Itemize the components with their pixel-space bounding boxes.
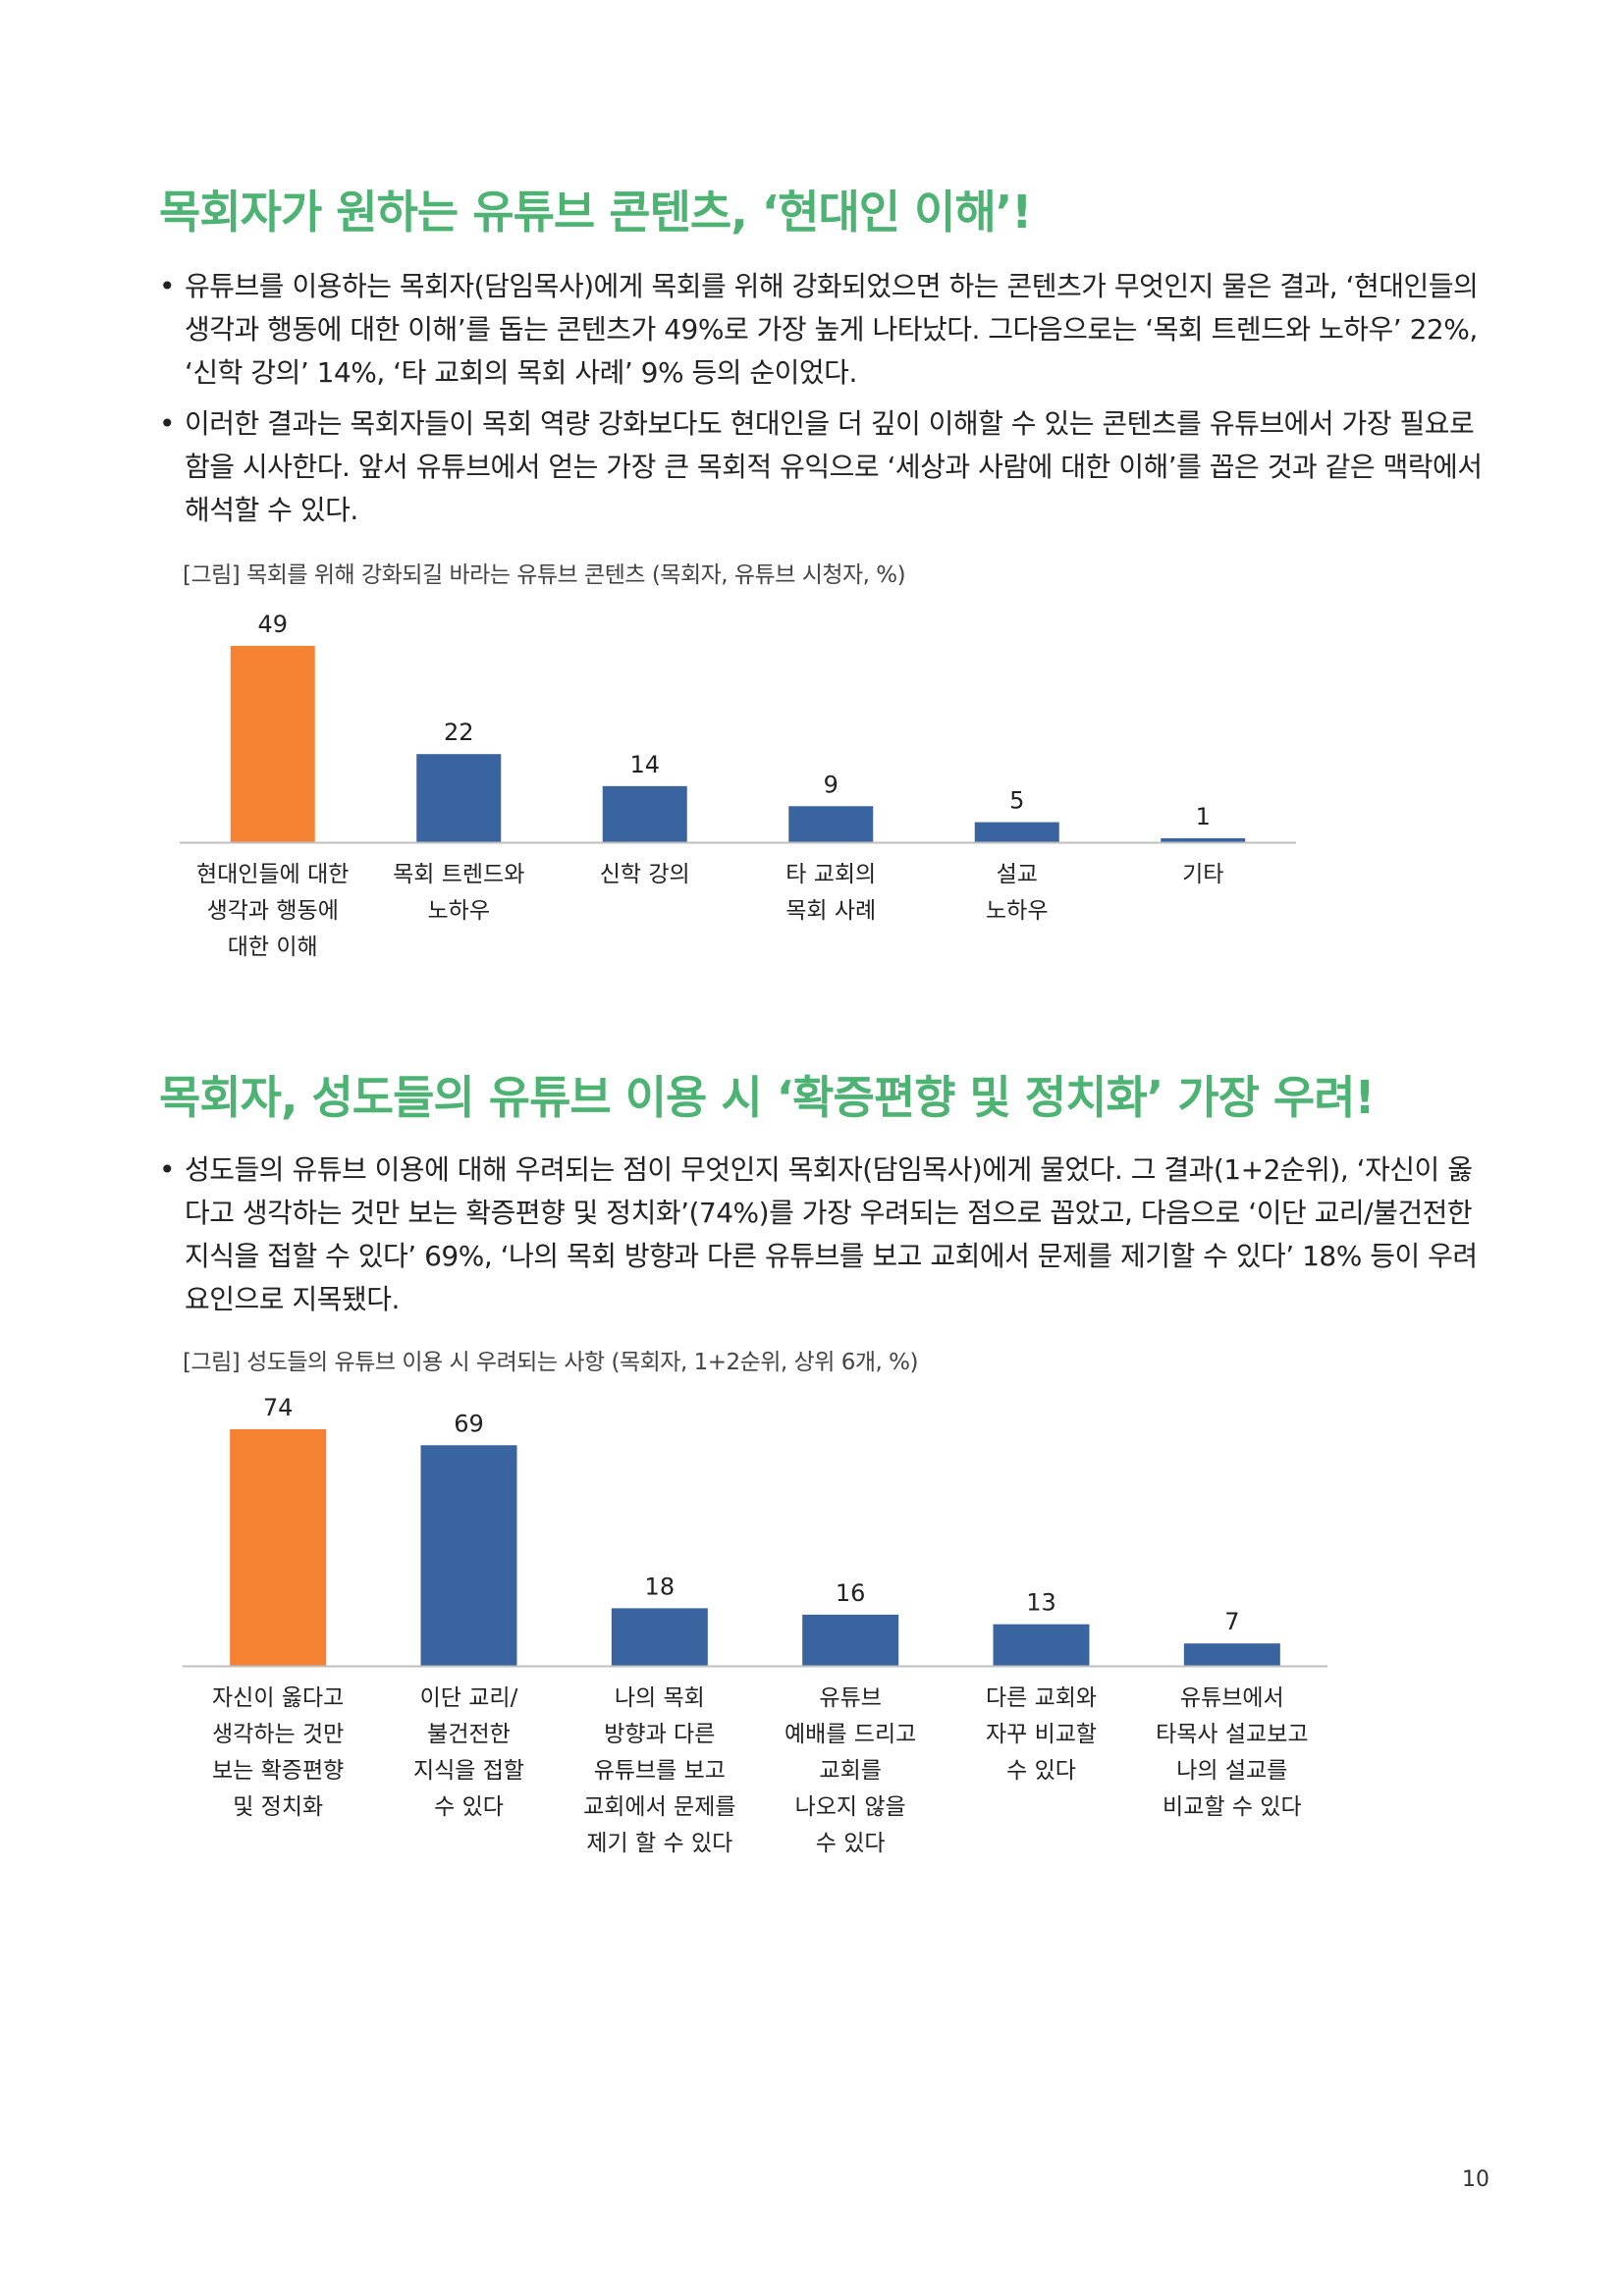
category-label: 수 있다	[434, 1794, 504, 1820]
data-label: 5	[1009, 787, 1024, 815]
category-label: 생각과 행동에	[207, 898, 339, 924]
section1-heading: 목회자가 원하는 유튜브 콘텐츠, ‘현대인 이해’!	[159, 186, 1032, 239]
category-label: 목회 트렌드와	[393, 862, 524, 887]
category-label: 노하우	[428, 898, 490, 924]
category-label: 방향과 다른	[604, 1722, 715, 1747]
bullet-text: 이러한 결과는 목회자들이 목회 역량 강화보다도 현대인을 더 깊이 이해할 …	[185, 407, 1483, 526]
chart-bar	[974, 822, 1059, 842]
category-label: 노하우	[986, 898, 1048, 924]
category-label: 기타	[1182, 862, 1223, 887]
category-label: 자신이 옳다고	[212, 1685, 344, 1711]
data-label: 9	[824, 771, 839, 798]
chart-bar	[1183, 1643, 1280, 1666]
section2-bullets: • 성도들의 유튜브 이용에 대해 우려되는 점이 무엇인지 목회자(담임목사)에…	[159, 1148, 1490, 1329]
chart-bar	[788, 806, 874, 842]
chart-bar	[1161, 837, 1246, 842]
category-label: 타목사 설교보고	[1156, 1722, 1308, 1747]
category-label: 불건전한	[427, 1722, 511, 1747]
category-label: 예배를 드리고	[784, 1722, 916, 1747]
section1-bullets: • 유튜브를 이용하는 목회자(담임목사)에게 목회를 위해 강화되었으면 하는 …	[159, 265, 1490, 540]
category-label: 유튜브에서	[1180, 1685, 1284, 1711]
category-label: 나오지 않을	[795, 1794, 906, 1820]
chart-bar	[420, 1445, 517, 1666]
category-label: 교회를	[819, 1758, 881, 1784]
chart-bar	[611, 1608, 708, 1666]
figure2-caption: [그림] 성도들의 유튜브 이용 시 우려되는 사항 (목회자, 1+2순위, …	[183, 1350, 918, 1375]
data-label: 13	[1026, 1589, 1056, 1617]
data-label: 74	[263, 1394, 294, 1421]
category-label: 수 있다	[816, 1831, 886, 1856]
bullet-item: • 유튜브를 이용하는 목회자(담임목사)에게 목회를 위해 강화되었으면 하는 …	[159, 265, 1490, 395]
data-label: 22	[444, 719, 474, 746]
bullet-dot: •	[159, 270, 176, 302]
category-label: 나의 설교를	[1176, 1758, 1287, 1784]
category-label: 목회 사례	[785, 898, 876, 924]
data-label: 7	[1224, 1608, 1239, 1635]
data-label: 69	[454, 1410, 484, 1437]
bullet-item: • 성도들의 유튜브 이용에 대해 우려되는 점이 무엇인지 목회자(담임목사)에…	[159, 1148, 1490, 1321]
data-label: 1	[1196, 803, 1211, 830]
bullet-text: 유튜브를 이용하는 목회자(담임목사)에게 목회를 위해 강화되었으면 하는 콘…	[185, 270, 1479, 389]
category-label: 및 정치화	[233, 1794, 323, 1820]
bullet-text: 성도들의 유튜브 이용에 대해 우려되는 점이 무엇인지 목회자(담임목사)에게…	[185, 1153, 1478, 1315]
category-label: 이단 교리/	[420, 1685, 518, 1711]
data-label: 14	[629, 751, 660, 778]
category-label: 다른 교회와	[986, 1685, 1097, 1711]
category-label: 현대인들에 대한	[196, 862, 349, 887]
category-label: 신학 강의	[600, 862, 690, 887]
category-label: 보는 확증편향	[212, 1758, 344, 1784]
category-label: 설교	[997, 862, 1038, 887]
category-label: 생각하는 것만	[212, 1722, 344, 1747]
category-label: 유튜브	[819, 1685, 881, 1711]
category-label: 나의 목회	[615, 1685, 705, 1711]
chart-bar	[602, 785, 687, 842]
data-label: 16	[836, 1579, 866, 1607]
chart-bar	[230, 646, 315, 842]
bullet-item: • 이러한 결과는 목회자들이 목회 역량 강화보다도 현대인을 더 깊이 이해할…	[159, 402, 1490, 532]
category-label: 대한 이해	[228, 934, 318, 960]
category-label: 타 교회의	[785, 862, 876, 887]
category-label: 지식을 접할	[413, 1758, 524, 1784]
bullet-dot: •	[159, 1153, 176, 1186]
chart-bar	[230, 1429, 327, 1666]
data-label: 49	[257, 611, 288, 638]
chart-bar	[416, 754, 502, 842]
category-label: 제기 할 수 있다	[586, 1831, 732, 1856]
data-label: 18	[645, 1573, 676, 1600]
chart-bar	[993, 1624, 1090, 1666]
section2-heading: 목회자, 성도들의 유튜브 이용 시 ‘확증편향 및 정치화’ 가장 우려!	[159, 1071, 1376, 1124]
category-label: 유튜브를 보고	[594, 1758, 726, 1784]
category-label: 비교할 수 있다	[1163, 1794, 1302, 1820]
category-label: 교회에서 문제를	[583, 1794, 735, 1820]
category-label: 수 있다	[1006, 1758, 1076, 1784]
bullet-dot: •	[159, 407, 176, 440]
chart-bar	[802, 1614, 899, 1666]
figure1-caption: [그림] 목회를 위해 강화되길 바라는 유튜브 콘텐츠 (목회자, 유튜브 시…	[183, 562, 906, 588]
category-label: 자꾸 비교할	[986, 1722, 1097, 1747]
page-number: 10	[1462, 2167, 1489, 2192]
